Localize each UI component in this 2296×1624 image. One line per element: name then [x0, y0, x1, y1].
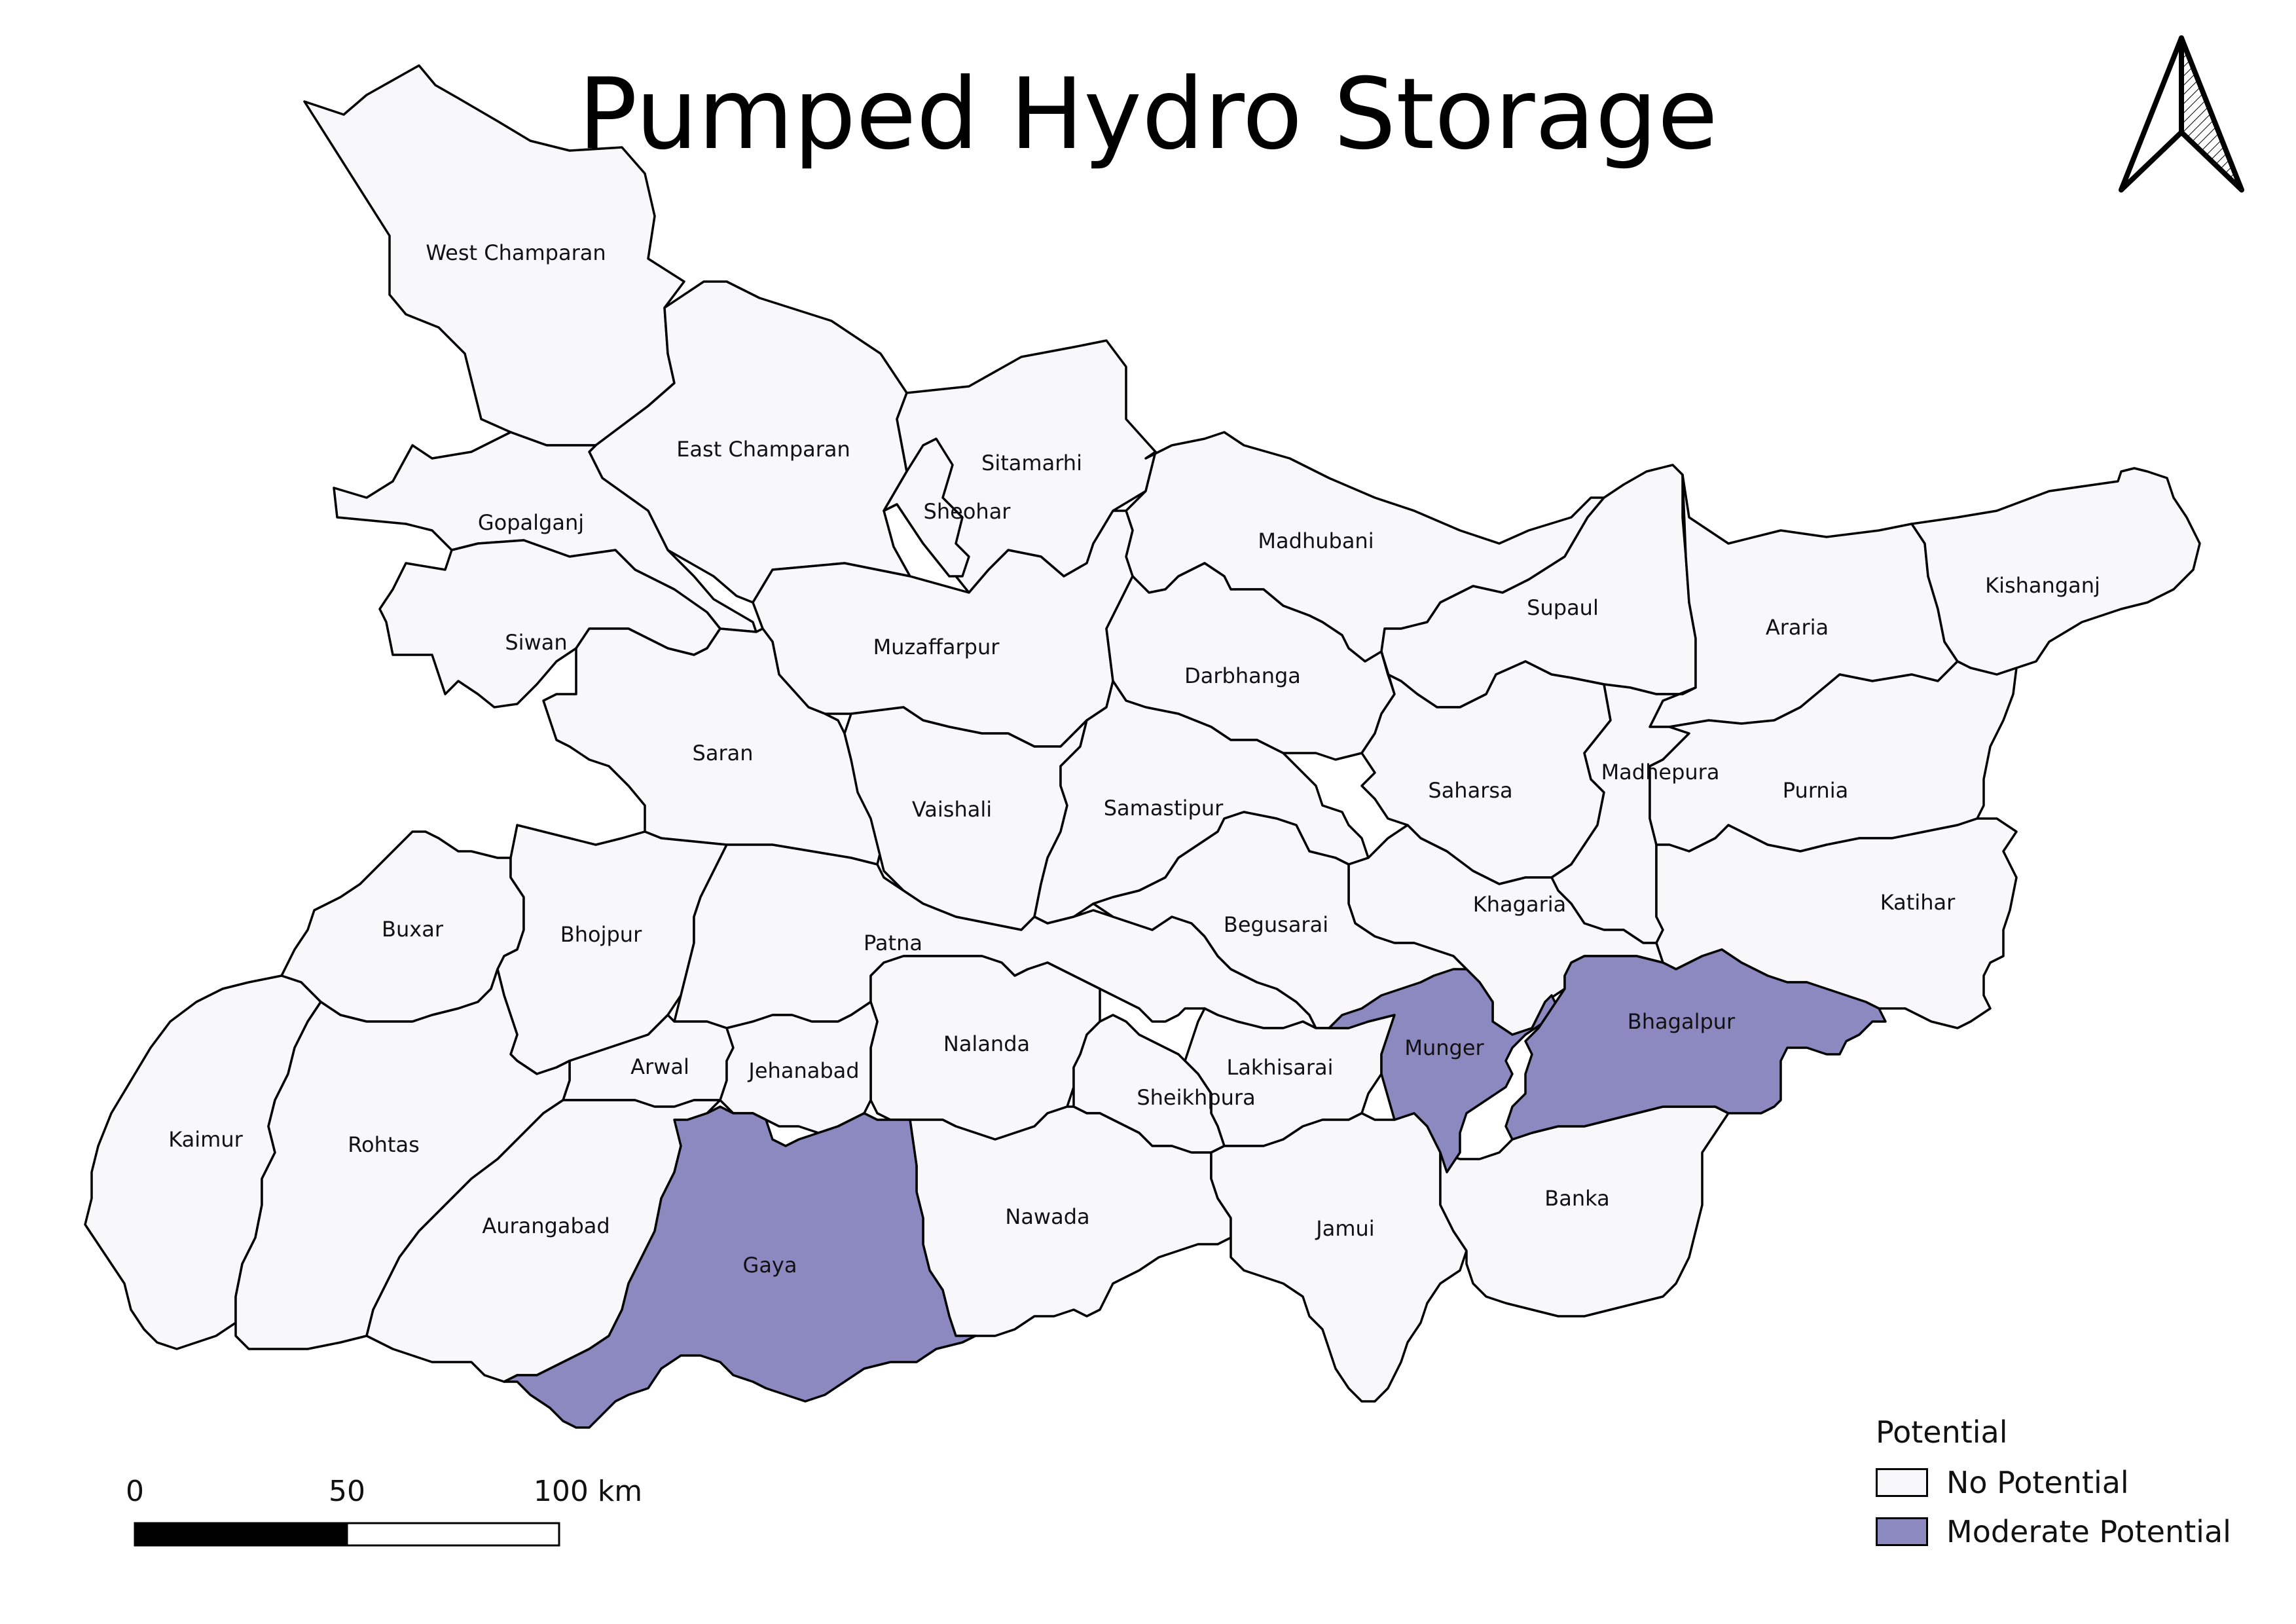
scale-label-0: 0 — [126, 1475, 144, 1508]
label-saran: Saran — [693, 741, 754, 766]
district-katihar[interactable] — [1655, 817, 2018, 1029]
label-kaimur: Kaimur — [168, 1127, 243, 1152]
label-begusarai: Begusarai — [1224, 912, 1328, 937]
label-gopalganj: Gopalganj — [478, 510, 584, 535]
label-darbhanga: Darbhanga — [1184, 663, 1301, 688]
district-labels: West Champaran East Champaran Sitamarhi … — [168, 240, 2100, 1278]
label-samastipur: Samastipur — [1104, 796, 1224, 821]
label-arwal: Arwal — [630, 1054, 689, 1079]
scale-label-50: 50 — [329, 1475, 365, 1508]
legend-item-no-potential: No Potential — [1876, 1458, 2231, 1507]
legend-title: Potential — [1876, 1414, 2008, 1450]
label-east-champaran: East Champaran — [676, 437, 850, 462]
highlight-layer — [503, 948, 1887, 1429]
district-banka[interactable] — [1439, 1105, 1730, 1318]
label-nawada: Nawada — [1005, 1204, 1089, 1229]
district-gaya[interactable] — [503, 1105, 977, 1429]
legend-item-moderate-potential: Moderate Potential — [1876, 1507, 2231, 1556]
label-bhojpur: Bhojpur — [560, 922, 642, 947]
district-munger[interactable] — [1328, 968, 1559, 1173]
label-katihar: Katihar — [1880, 890, 1956, 915]
label-jamui: Jamui — [1315, 1216, 1374, 1241]
label-saharsa: Saharsa — [1428, 778, 1512, 803]
label-munger: Munger — [1404, 1035, 1484, 1060]
legend-swatch-no-potential — [1876, 1467, 1928, 1497]
label-vaishali: Vaishali — [912, 797, 992, 822]
label-madhepura: Madhepura — [1601, 760, 1720, 784]
label-west-champaran: West Champaran — [426, 240, 606, 265]
label-nalanda: Nalanda — [943, 1031, 1030, 1056]
label-gaya: Gaya — [743, 1253, 797, 1278]
label-banka: Banka — [1544, 1186, 1609, 1211]
label-bhagalpur: Bhagalpur — [1628, 1009, 1736, 1034]
district-sheohar[interactable] — [883, 437, 970, 578]
label-supaul: Supaul — [1527, 595, 1599, 620]
label-kishanganj: Kishanganj — [1985, 573, 2100, 598]
label-aurangabad: Aurangabad — [482, 1213, 610, 1238]
scale-label-100: 100 km — [534, 1475, 642, 1508]
districts-layer — [84, 64, 2201, 1403]
district-jamui[interactable] — [1210, 1112, 1468, 1403]
label-lakhisarai: Lakhisarai — [1226, 1055, 1333, 1080]
north-arrow-icon — [2119, 35, 2244, 193]
label-jehanabad: Jehanabad — [747, 1058, 859, 1083]
label-araria: Araria — [1766, 615, 1829, 640]
legend-swatch-moderate-potential — [1876, 1517, 1928, 1546]
scale-bar-segment-black — [134, 1522, 348, 1547]
legend-label-no-potential: No Potential — [1946, 1464, 2129, 1500]
label-purnia: Purnia — [1783, 778, 1848, 803]
label-khagaria: Khagaria — [1473, 892, 1566, 917]
legend: Potential No Potential Moderate Potentia… — [1876, 1414, 2231, 1556]
map-title: Pumped Hydro Storage — [578, 58, 1718, 172]
legend-label-moderate-potential: Moderate Potential — [1946, 1513, 2231, 1549]
label-rohtas: Rohtas — [348, 1132, 419, 1157]
label-madhubani: Madhubani — [1258, 528, 1374, 553]
label-buxar: Buxar — [382, 917, 444, 942]
label-sitamarhi: Sitamarhi — [981, 451, 1082, 475]
label-sheohar: Sheohar — [924, 499, 1011, 524]
label-muzaffarpur: Muzaffarpur — [873, 635, 1000, 659]
district-kishanganj[interactable] — [1910, 467, 2201, 676]
label-patna: Patna — [864, 931, 922, 955]
label-sheikhpura: Sheikhpura — [1137, 1085, 1255, 1110]
district-bhagalpur[interactable] — [1504, 948, 1887, 1141]
label-siwan: Siwan — [505, 630, 567, 655]
scale-bar-segment-white — [346, 1522, 560, 1547]
scale-bar: 0 50 100 km — [126, 1475, 642, 1547]
